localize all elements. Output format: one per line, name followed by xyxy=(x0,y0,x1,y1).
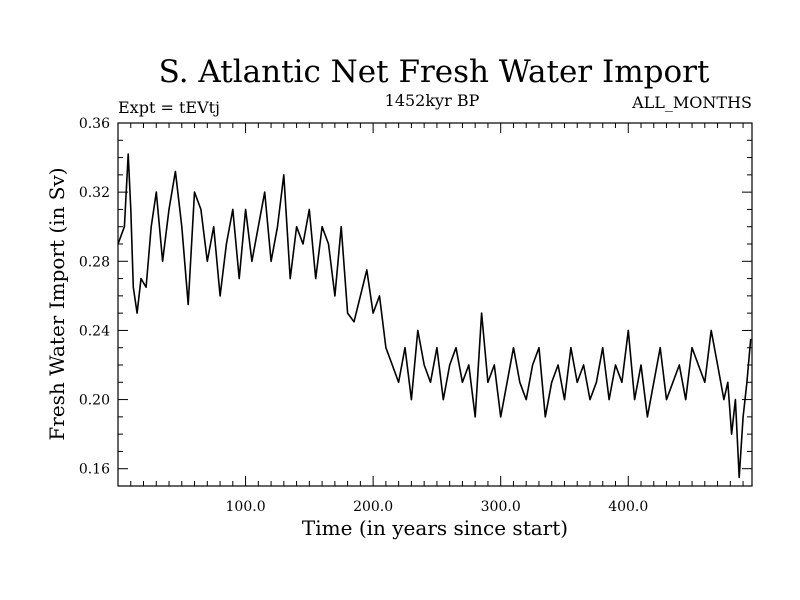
y-tick-label: 0.24 xyxy=(79,323,110,339)
x-tick-label: 200.0 xyxy=(353,499,393,515)
axis-ticks xyxy=(118,122,752,486)
y-tick-label: 0.28 xyxy=(79,254,110,270)
x-tick-label: 300.0 xyxy=(481,499,521,515)
x-tick-label: 100.0 xyxy=(226,499,266,515)
y-tick-label: 0.16 xyxy=(79,462,110,478)
chart-title: S. Atlantic Net Fresh Water Import xyxy=(159,54,710,90)
series-line xyxy=(117,153,752,479)
axis-tick-labels: 100.0 200.0 300.0 400.0 0.16 0.20 0.24 0.28 0.32… xyxy=(79,116,648,515)
period-label: 1452kyr BP xyxy=(385,91,480,110)
x-tick-label: 400.0 xyxy=(608,499,648,515)
plot-frame xyxy=(117,122,753,487)
y-axis-label: Fresh Water Import (in Sv) xyxy=(45,167,69,440)
y-tick-label: 0.32 xyxy=(79,185,110,201)
y-tick-label: 0.20 xyxy=(79,393,110,409)
y-tick-label: 0.36 xyxy=(79,116,110,132)
x-axis-label: Time (in years since start) xyxy=(302,516,568,540)
experiment-label: Expt = tEVtj xyxy=(118,98,220,117)
months-label: ALL_MONTHS xyxy=(631,93,752,112)
